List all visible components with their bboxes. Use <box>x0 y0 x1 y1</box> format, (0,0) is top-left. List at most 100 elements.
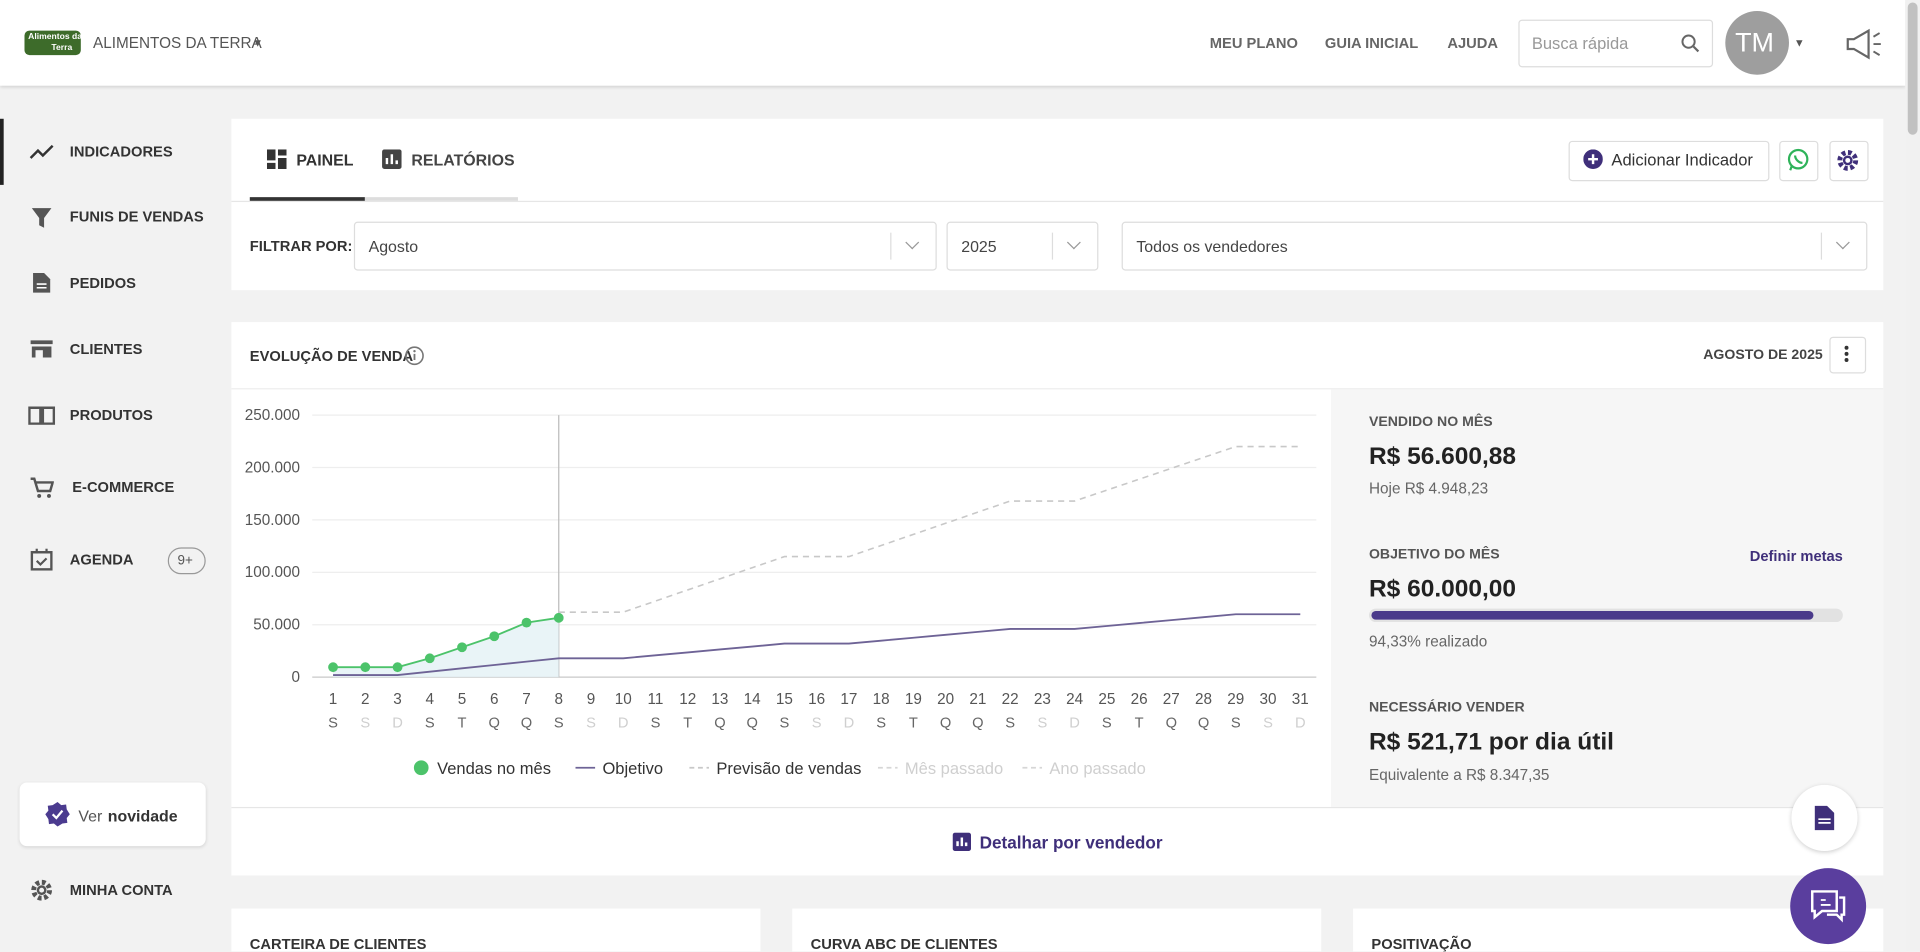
x-tick-sublabel: D <box>1295 715 1306 731</box>
legend-label: Objetivo <box>602 759 663 778</box>
info-icon[interactable] <box>404 345 425 366</box>
filter-label: FILTRAR POR: <box>249 237 353 255</box>
x-tick-sublabel: S <box>812 715 822 731</box>
whatsapp-button[interactable] <box>1779 140 1819 182</box>
point <box>553 612 564 623</box>
point <box>457 642 467 653</box>
scrollbar[interactable] <box>1905 0 1920 952</box>
nav-item[interactable]: FUNIS DE VENDAS <box>69 208 204 226</box>
doc-icon <box>1814 805 1835 831</box>
x-tick-label: 6 <box>490 691 499 708</box>
legend-label: Vendas no mês <box>437 759 551 778</box>
divider <box>231 200 1884 203</box>
card <box>792 908 1322 952</box>
x-tick-label: 1 <box>329 691 338 708</box>
y-tick-label: 50.000 <box>253 617 300 634</box>
x-tick-sublabel: S <box>425 715 435 731</box>
y-tick-label: 200.000 <box>245 459 300 476</box>
line <box>333 616 559 669</box>
x-tick-label: 18 <box>873 691 890 708</box>
select-arrow <box>1051 232 1097 260</box>
news-text: Ver <box>78 806 103 826</box>
nav-link[interactable]: AJUDA <box>1447 34 1498 52</box>
x-tick-sublabel: Q <box>714 715 725 731</box>
area <box>333 617 559 678</box>
x-tick-sublabel: D <box>844 715 855 731</box>
icon <box>30 340 53 358</box>
tab-underline <box>249 197 365 201</box>
nav-item[interactable]: AGENDA <box>69 551 134 569</box>
icon <box>30 477 54 498</box>
menu-button[interactable] <box>1829 336 1867 374</box>
x-tick-label: 29 <box>1227 691 1244 708</box>
x-tick-sublabel: Q <box>521 715 532 731</box>
seller-select[interactable]: Todos os vendedores <box>1121 221 1868 271</box>
select-value: Agosto <box>368 237 419 256</box>
logo[interactable] <box>24 30 81 56</box>
icon <box>31 208 52 228</box>
point <box>328 662 338 673</box>
chat-button[interactable] <box>1790 868 1867 945</box>
nav-item[interactable]: PEDIDOS <box>69 274 136 292</box>
icon <box>28 406 56 425</box>
x-tick-sublabel: Q <box>1166 715 1177 731</box>
company-name[interactable]: ALIMENTOS DA TERRA <box>93 34 262 52</box>
divider <box>231 806 1884 809</box>
news-text: novidade <box>107 806 178 826</box>
active-indicator <box>0 118 4 185</box>
line <box>333 613 1301 676</box>
progress-fill <box>1371 611 1814 620</box>
x-tick-sublabel: S <box>586 715 596 731</box>
legend-label: Ano passado <box>1049 759 1145 778</box>
chat-icon <box>1811 890 1846 923</box>
legend-label: Mês passado <box>905 759 1003 778</box>
nav-link[interactable]: MEU PLANO <box>1209 34 1298 52</box>
stat-value: R$ 56.600,88 <box>1368 443 1517 471</box>
nav-item[interactable]: E-COMMERCE <box>72 478 175 496</box>
tab[interactable]: PAINEL <box>296 150 354 169</box>
x-tick-label: 15 <box>776 691 793 708</box>
search-icon <box>1681 34 1700 53</box>
y-tick-label: 100.000 <box>245 564 300 581</box>
x-tick-label: 25 <box>1098 691 1115 708</box>
tab[interactable]: RELATÓRIOS <box>411 150 515 169</box>
nav-item[interactable]: PRODUTOS <box>69 406 153 424</box>
tab-icon <box>266 149 287 169</box>
x-tick-sublabel: Q <box>489 715 500 731</box>
nav-item[interactable]: INDICADORES <box>69 143 173 161</box>
card-title: CARTEIRA DE CLIENTES <box>249 935 427 952</box>
x-tick-sublabel: S <box>328 715 338 731</box>
year-select[interactable]: 2025 <box>946 221 1099 271</box>
nav-link[interactable]: GUIA INICIAL <box>1324 34 1419 52</box>
x-tick-label: 24 <box>1066 691 1084 708</box>
chart: 0 50.000 100.000 150.000 200.000 250.000 1 S 2 S 3… <box>245 407 1317 778</box>
search-box[interactable] <box>1518 19 1714 68</box>
link[interactable]: Definir metas <box>1749 547 1843 565</box>
menu-icon <box>1844 345 1849 362</box>
x-tick-sublabel: S <box>1263 715 1273 731</box>
search-placeholder: Busca rápida <box>1531 34 1629 53</box>
nav-item[interactable]: MINHA CONTA <box>69 881 173 899</box>
avatar-initials: TM <box>1735 26 1774 58</box>
announce-icon[interactable] <box>1844 27 1886 61</box>
x-tick-sublabel: Q <box>940 715 951 731</box>
badge <box>167 547 206 575</box>
x-tick-label: 2 <box>361 691 370 708</box>
gear-icon <box>31 879 53 901</box>
avatar[interactable] <box>1725 11 1789 75</box>
x-tick-sublabel: S <box>780 715 790 731</box>
logo-text: Terra <box>51 44 73 53</box>
detail-link[interactable]: Detalhar por vendedor <box>979 832 1163 853</box>
card-title: EVOLUÇÃO DE VENDA <box>249 347 414 365</box>
x-tick-sublabel: T <box>683 715 692 731</box>
nav-item[interactable]: CLIENTES <box>69 340 143 358</box>
x-tick-label: 23 <box>1034 691 1051 708</box>
stat-label: VENDIDO NO MÊS <box>1368 415 1493 430</box>
month-select[interactable]: Agosto <box>353 221 937 271</box>
x-tick-label: 11 <box>648 691 664 708</box>
x-tick-sublabel: S <box>1005 715 1015 731</box>
legend-swatch <box>413 760 429 776</box>
scrollbar-thumb[interactable] <box>1907 2 1918 135</box>
